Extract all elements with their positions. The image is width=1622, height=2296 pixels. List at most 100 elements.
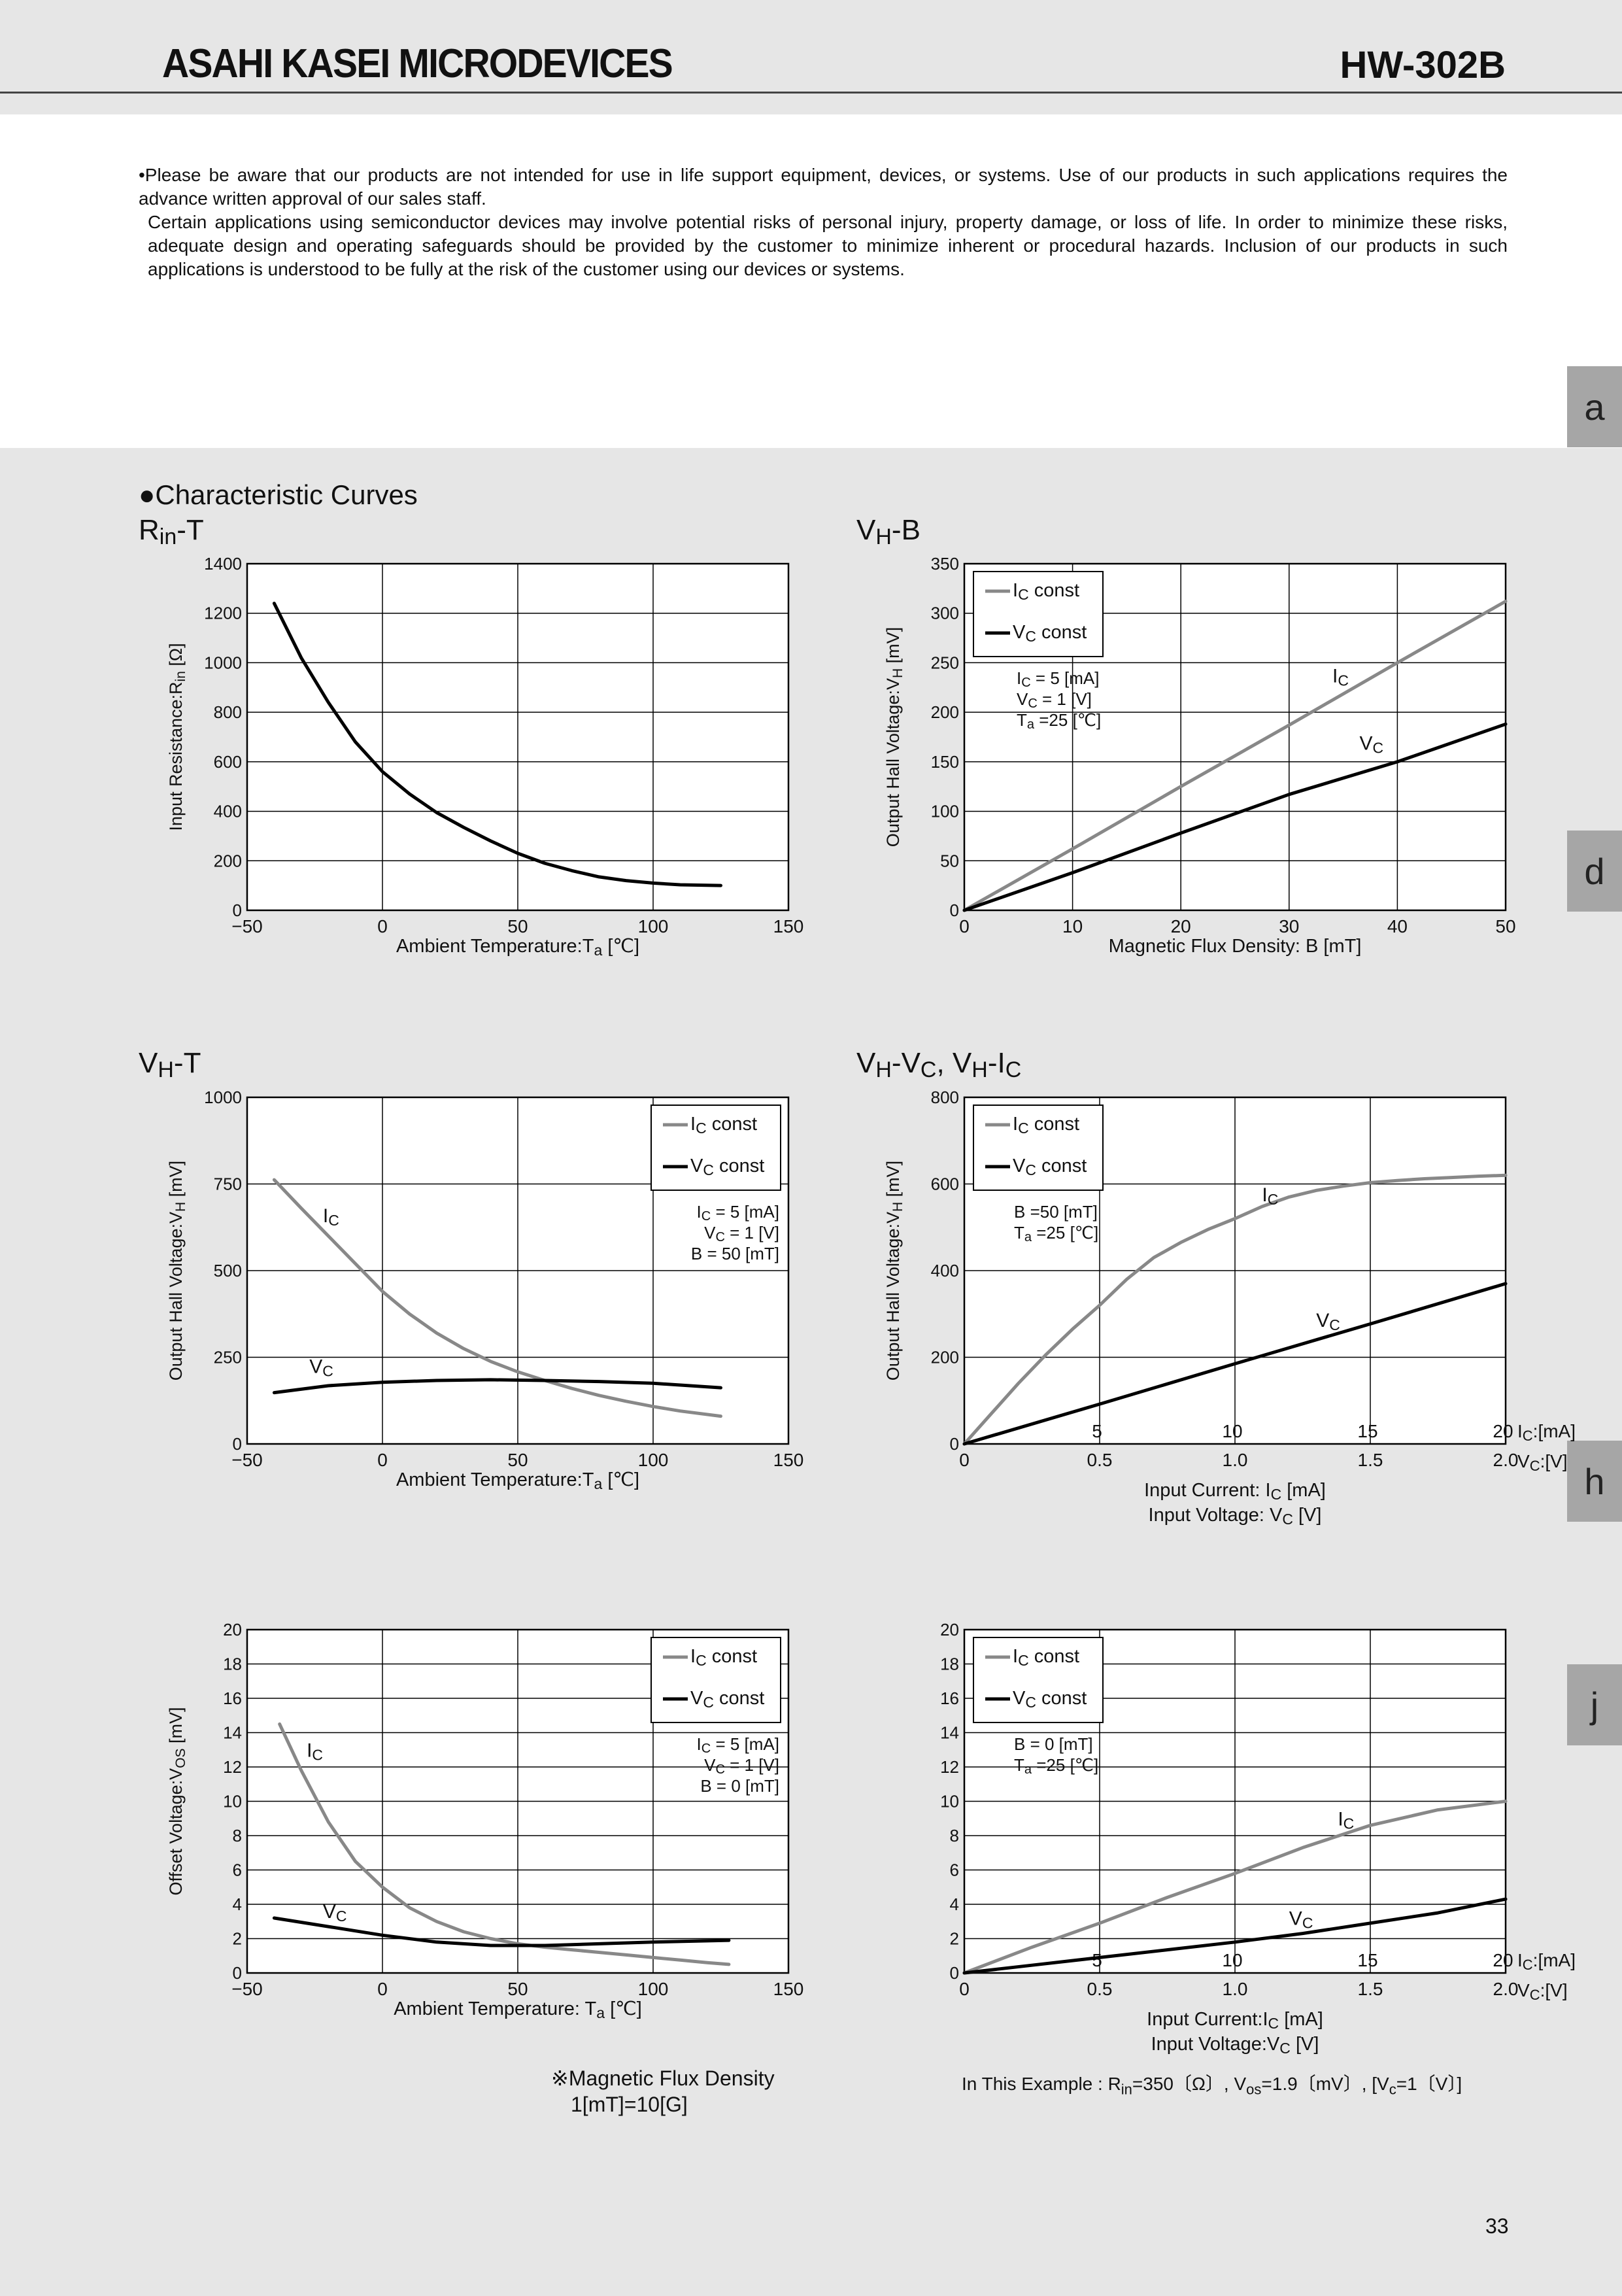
notice-paragraph-2: Certain applications using semiconductor… bbox=[148, 212, 1508, 279]
y-tick-label: 300 bbox=[931, 604, 959, 623]
curve-label: IC bbox=[307, 1739, 323, 1763]
x-tick-label: 2.0 bbox=[1493, 1979, 1519, 1999]
curve-label: IC bbox=[323, 1205, 339, 1229]
legend-label: VC const bbox=[690, 1156, 764, 1178]
y-tick-label: 500 bbox=[214, 1261, 242, 1280]
x-tick-label: 0 bbox=[959, 1450, 970, 1470]
condition-text: IC = 5 [mA] bbox=[697, 1734, 779, 1756]
y-tick-label: 2 bbox=[233, 1929, 242, 1949]
chart-title: VH-B bbox=[856, 514, 921, 549]
y-tick-label: 150 bbox=[931, 752, 959, 772]
series-ic-line bbox=[962, 1173, 1508, 1446]
y-tick-label: 250 bbox=[214, 1348, 242, 1367]
tab-h[interactable]: h bbox=[1567, 1441, 1622, 1522]
series-vc-line bbox=[272, 1916, 731, 1947]
footnote-example: In This Example : Rin=350〔Ω〕, Vos=1.9〔mV… bbox=[962, 2074, 1462, 2098]
y-tick-label: 4 bbox=[950, 1894, 959, 1914]
y-tick-label: 800 bbox=[214, 702, 242, 722]
x-tick-label: 30 bbox=[1279, 916, 1299, 936]
x-tick-label: 10 bbox=[1062, 916, 1083, 936]
notice-panel: •Please be aware that our products are n… bbox=[0, 114, 1622, 448]
x-tick-label: 1.5 bbox=[1358, 1979, 1383, 1999]
curve-label: VC bbox=[1316, 1310, 1340, 1333]
y-tick-label: 1000 bbox=[204, 653, 242, 672]
series-ic-line bbox=[278, 1722, 731, 1966]
x-tick-label: −50 bbox=[231, 916, 263, 936]
series-ic-line bbox=[962, 1800, 1508, 1975]
y-tick-label: 400 bbox=[214, 802, 242, 821]
legend-label: IC const bbox=[1013, 580, 1079, 603]
x-tick-label: 2.0 bbox=[1493, 1450, 1519, 1470]
legend-label: VC const bbox=[690, 1688, 764, 1711]
legend-label: VC const bbox=[1013, 1156, 1087, 1178]
condition-text: B = 0 [mT] bbox=[700, 1776, 779, 1796]
series-vc-line bbox=[962, 722, 1508, 912]
x-tick-label-top: 5 bbox=[1092, 1421, 1102, 1441]
x-tick-label: 150 bbox=[773, 1450, 804, 1470]
y-tick-label: 200 bbox=[931, 1348, 959, 1367]
tab-j[interactable]: j bbox=[1567, 1664, 1622, 1745]
y-axis-label: Output Hall Voltage:VH [mV] bbox=[883, 627, 905, 847]
legend-label: VC const bbox=[1013, 622, 1087, 645]
footnote-line-1: ※Magnetic Flux Density bbox=[551, 2066, 775, 2090]
condition-text: B = 50 [mT] bbox=[691, 1244, 779, 1263]
y-tick-label: 4 bbox=[233, 1894, 242, 1914]
y-tick-label: 1000 bbox=[204, 1088, 242, 1107]
legend-box bbox=[973, 1637, 1104, 1723]
condition-text: VC = 1 [V] bbox=[704, 1755, 779, 1777]
page-header: ASAHI KASEI MICRODEVICES HW-302B bbox=[0, 0, 1622, 98]
chart-title: VH-T bbox=[139, 1047, 201, 1082]
x-tick-label: 150 bbox=[773, 1979, 804, 1999]
y-tick-label: 10 bbox=[940, 1792, 959, 1811]
condition-text: B =50 [mT] bbox=[1014, 1202, 1098, 1222]
x-tick-label: 0 bbox=[377, 1450, 388, 1470]
legend-label: IC const bbox=[1013, 1114, 1079, 1137]
condition-text: IC = 5 [mA] bbox=[1017, 668, 1099, 690]
header-rule bbox=[0, 92, 1622, 94]
y-tick-label: 12 bbox=[940, 1757, 959, 1777]
y-tick-label: 400 bbox=[931, 1261, 959, 1280]
notice-paragraph-1: •Please be aware that our products are n… bbox=[139, 165, 1508, 209]
x-tick-label-top: 15 bbox=[1357, 1421, 1377, 1441]
y-tick-label: 800 bbox=[931, 1088, 959, 1107]
legend-label: IC const bbox=[690, 1646, 757, 1669]
x-tick-label-top: 10 bbox=[1222, 1421, 1242, 1441]
x-tick-label-top: 20 bbox=[1493, 1421, 1513, 1441]
x-tick-label-top: 20 bbox=[1493, 1950, 1513, 1970]
x-tick-label: 50 bbox=[507, 916, 528, 936]
y-tick-label: 0 bbox=[950, 1963, 959, 1983]
x-tick-label: 0 bbox=[959, 916, 970, 936]
tab-a[interactable]: a bbox=[1567, 366, 1622, 447]
y-tick-label: 0 bbox=[950, 1434, 959, 1454]
y-tick-label: 20 bbox=[940, 1620, 959, 1639]
condition-text: VC = 1 [V] bbox=[704, 1223, 779, 1244]
y-tick-label: 600 bbox=[931, 1174, 959, 1194]
x-tick-label: −50 bbox=[231, 1450, 263, 1470]
x-tick-label: 0 bbox=[377, 1979, 388, 1999]
y-tick-label: 600 bbox=[214, 752, 242, 772]
series-ic-line bbox=[962, 600, 1508, 912]
legend-box bbox=[650, 1105, 781, 1191]
tab-d[interactable]: d bbox=[1567, 831, 1622, 912]
curve-label: IC bbox=[1262, 1184, 1278, 1208]
x-tick-label: 40 bbox=[1387, 916, 1408, 936]
y-tick-label: 2 bbox=[950, 1929, 959, 1949]
x-tick-label: −50 bbox=[231, 1979, 263, 1999]
x-axis-label-2: Input Voltage:VC [V] bbox=[1151, 2034, 1319, 2057]
x-tick-label: 50 bbox=[1495, 916, 1515, 936]
legend-label: VC const bbox=[1013, 1688, 1087, 1711]
legend-box bbox=[973, 571, 1104, 657]
y-axis-label: Input Resistance:Rin [Ω] bbox=[166, 643, 188, 831]
x-axis-label: Magnetic Flux Density: B [mT] bbox=[1109, 936, 1362, 957]
y-tick-label: 8 bbox=[233, 1826, 242, 1845]
series-vc-line bbox=[962, 1897, 1508, 1975]
legend-box bbox=[973, 1105, 1104, 1191]
x-axis-label: Ambient Temperature: Ta [℃] bbox=[394, 1998, 642, 2021]
x-unit-bottom: VC:[V] bbox=[1517, 1980, 1568, 2003]
y-tick-label: 20 bbox=[223, 1620, 242, 1639]
x-axis-label: Input Current:IC [mA] bbox=[1147, 2009, 1323, 2032]
x-tick-label: 0.5 bbox=[1087, 1979, 1113, 1999]
